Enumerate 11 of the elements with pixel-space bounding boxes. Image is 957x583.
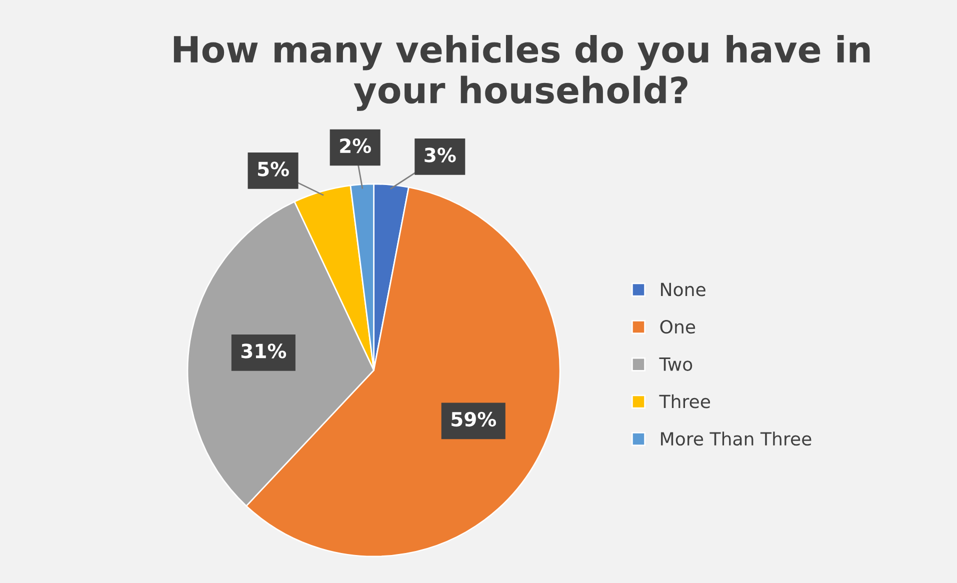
data-label: 5% xyxy=(258,162,289,176)
chart-title: How many vehicles do you have in your household? xyxy=(174,34,870,111)
legend-label: More Than Three xyxy=(661,432,812,446)
legend-label: None xyxy=(661,282,706,296)
data-label: 3% xyxy=(424,148,456,162)
legend-label: Three xyxy=(659,394,710,408)
data-label: 59% xyxy=(452,412,496,427)
legend-label: One xyxy=(660,320,696,334)
data-label: 31% xyxy=(241,344,286,358)
legend-label: Two xyxy=(659,358,692,371)
data-label: 2% xyxy=(340,138,371,154)
